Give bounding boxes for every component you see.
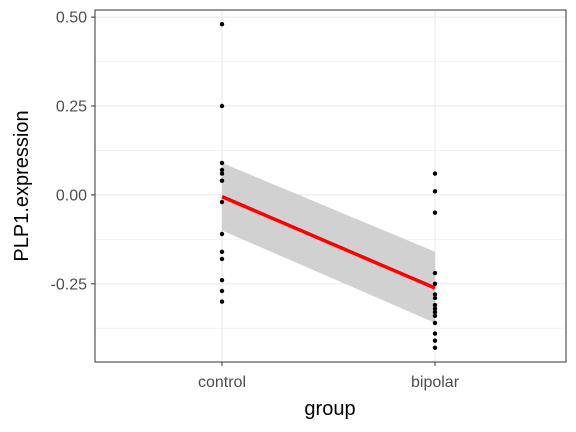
point-bipolar-3 (432, 270, 438, 276)
point-bipolar-12 (432, 331, 438, 336)
point-control-0 (219, 22, 225, 27)
point-bipolar-4 (432, 281, 438, 286)
y-tick-label-1: 0.25 (56, 99, 87, 116)
point-bipolar-9 (432, 310, 438, 315)
plot-background (95, 10, 566, 362)
point-bipolar-14 (432, 345, 438, 350)
point-bipolar-8 (432, 306, 438, 311)
x-tick-label-bipolar: bipolar (411, 374, 460, 391)
point-control-12 (219, 299, 225, 304)
y-axis: 0.50 0.25 0.00 -0.25 (51, 10, 95, 293)
point-control-6 (219, 199, 225, 205)
y-tick-label-0: 0.50 (56, 10, 87, 27)
fit-line-layer (221, 195, 436, 290)
point-control-8 (219, 249, 225, 254)
point-control-7 (219, 231, 225, 237)
point-bipolar-6 (432, 295, 438, 301)
y-tick-label-3: -0.25 (51, 276, 88, 293)
point-control-1 (219, 103, 225, 109)
plot-border (94, 9, 567, 363)
point-bipolar-7 (432, 302, 438, 308)
point-bipolar-10 (432, 313, 438, 318)
point-control-11 (219, 288, 225, 294)
x-axis-title: group (304, 398, 355, 420)
point-control-9 (219, 256, 225, 262)
point-bipolar-1 (432, 189, 438, 194)
y-axis-title: PLP1.expression (11, 110, 33, 261)
data-points (219, 22, 438, 350)
point-bipolar-13 (432, 338, 438, 343)
point-bipolar-2 (432, 210, 438, 215)
x-tick-label-control: control (198, 374, 246, 391)
x-axis: control bipolar (198, 362, 460, 391)
point-bipolar-0 (432, 171, 438, 176)
point-control-3 (219, 167, 225, 173)
point-bipolar-5 (432, 292, 438, 297)
point-bipolar-11 (432, 320, 438, 326)
point-control-10 (219, 278, 225, 283)
fit-line (221, 195, 436, 290)
point-control-5 (219, 178, 225, 183)
point-control-2 (219, 160, 225, 166)
y-tick-label-2: 0.00 (56, 187, 87, 204)
point-control-4 (219, 171, 225, 176)
